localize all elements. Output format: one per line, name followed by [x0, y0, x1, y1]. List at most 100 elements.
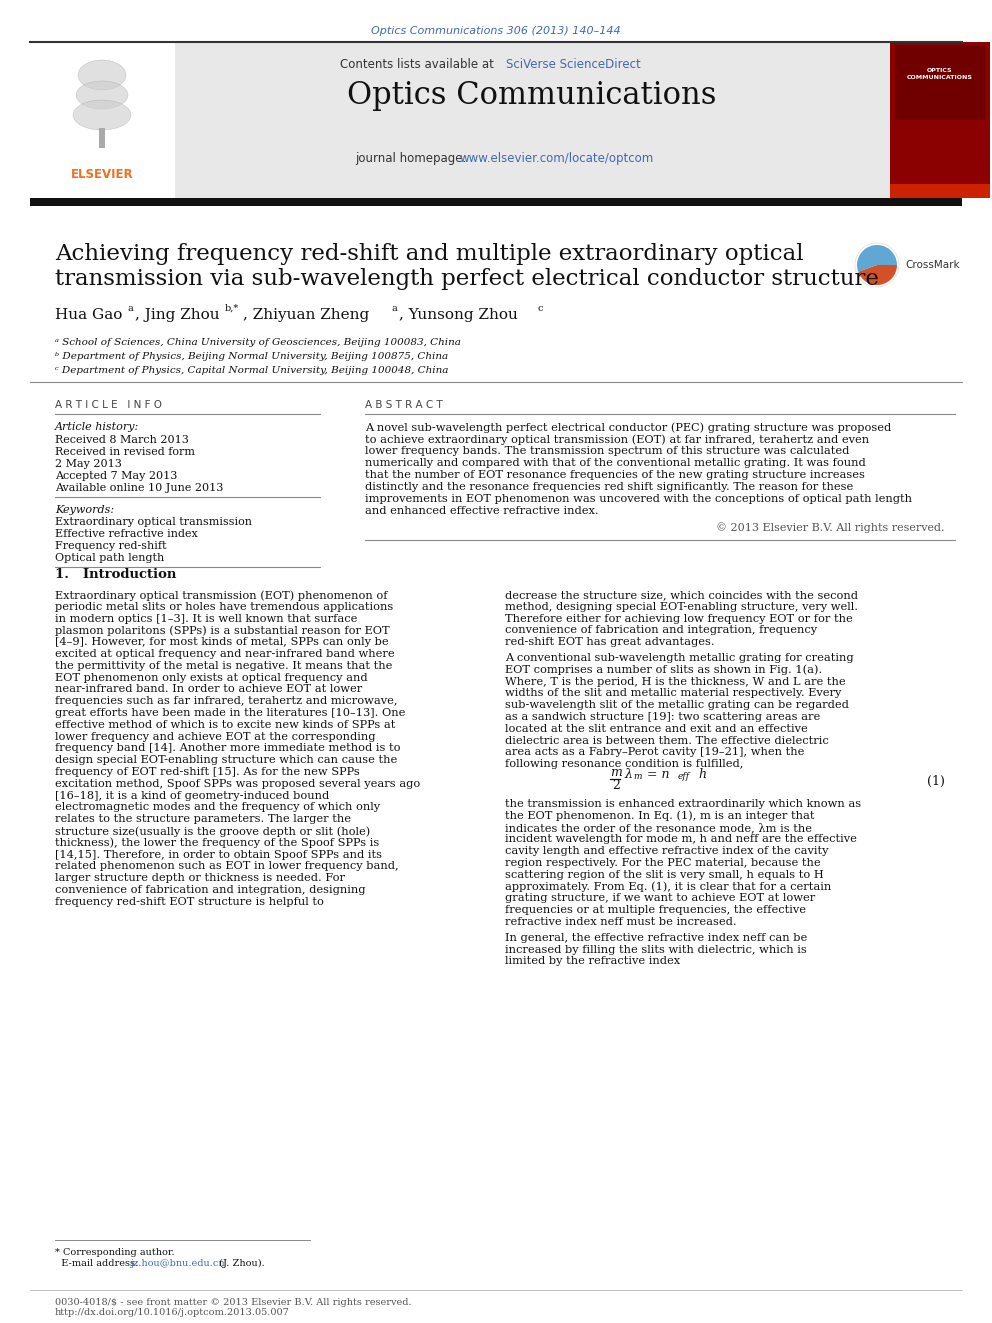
- Text: c: c: [537, 304, 543, 314]
- Text: A B S T R A C T: A B S T R A C T: [365, 400, 442, 410]
- Text: Optics Communications 306 (2013) 140–144: Optics Communications 306 (2013) 140–144: [371, 26, 621, 36]
- Text: in modern optics [1–3]. It is well known that surface: in modern optics [1–3]. It is well known…: [55, 614, 357, 623]
- Text: Article history:: Article history:: [55, 422, 139, 433]
- Text: great efforts have been made in the literatures [10–13]. One: great efforts have been made in the lite…: [55, 708, 406, 718]
- Text: h: h: [698, 769, 706, 782]
- Text: [16–18], it is a kind of geometry-induced bound: [16–18], it is a kind of geometry-induce…: [55, 791, 329, 800]
- Text: λ: λ: [624, 769, 632, 782]
- Text: (J. Zhou).: (J. Zhou).: [216, 1259, 265, 1269]
- Text: Accepted 7 May 2013: Accepted 7 May 2013: [55, 471, 178, 482]
- Text: refractive index neff must be increased.: refractive index neff must be increased.: [505, 917, 737, 927]
- Text: * Corresponding author.: * Corresponding author.: [55, 1248, 175, 1257]
- Text: structure size(usually is the groove depth or slit (hole): structure size(usually is the groove dep…: [55, 826, 370, 836]
- Text: Therefore either for achieving low frequency EOT or for the: Therefore either for achieving low frequ…: [505, 614, 853, 623]
- Text: Optical path length: Optical path length: [55, 553, 165, 564]
- Text: convenience of fabrication and integration, frequency: convenience of fabrication and integrati…: [505, 626, 817, 635]
- Text: Available online 10 June 2013: Available online 10 June 2013: [55, 483, 223, 493]
- Text: scattering region of the slit is very small, h equals to H: scattering region of the slit is very sm…: [505, 869, 823, 880]
- Text: decrease the structure size, which coincides with the second: decrease the structure size, which coinc…: [505, 590, 858, 601]
- Text: Keywords:: Keywords:: [55, 505, 114, 515]
- Bar: [30, 198, 962, 206]
- Text: sub-wavelength slit of the metallic grating can be regarded: sub-wavelength slit of the metallic grat…: [505, 700, 849, 710]
- Text: as a sandwich structure [19]: two scattering areas are: as a sandwich structure [19]: two scatte…: [505, 712, 820, 722]
- Text: http://dx.doi.org/10.1016/j.optcom.2013.05.007: http://dx.doi.org/10.1016/j.optcom.2013.…: [55, 1308, 290, 1316]
- Text: plasmon polaritons (SPPs) is a substantial reason for EOT: plasmon polaritons (SPPs) is a substanti…: [55, 626, 390, 636]
- Text: larger structure depth or thickness is needed. For: larger structure depth or thickness is n…: [55, 873, 345, 884]
- Text: frequency red-shift EOT structure is helpful to: frequency red-shift EOT structure is hel…: [55, 897, 323, 906]
- Text: a: a: [127, 304, 133, 314]
- Text: grating structure, if we want to achieve EOT at lower: grating structure, if we want to achieve…: [505, 893, 815, 904]
- Text: area acts as a Fabry–Perot cavity [19–21], when the: area acts as a Fabry–Perot cavity [19–21…: [505, 747, 805, 757]
- Text: following resonance condition is fulfilled,: following resonance condition is fulfill…: [505, 759, 743, 769]
- Text: the EOT phenomenon. In Eq. (1), m is an integer that: the EOT phenomenon. In Eq. (1), m is an …: [505, 811, 814, 822]
- Text: excitation method, Spoof SPPs was proposed several years ago: excitation method, Spoof SPPs was propos…: [55, 779, 421, 789]
- Text: lower frequency bands. The transmission spectrum of this structure was calculate: lower frequency bands. The transmission …: [365, 446, 849, 456]
- Ellipse shape: [78, 60, 126, 90]
- Text: SciVerse ScienceDirect: SciVerse ScienceDirect: [506, 58, 641, 71]
- Bar: [895, 45, 985, 120]
- Text: b,*: b,*: [225, 304, 239, 314]
- Text: , Jing Zhou: , Jing Zhou: [135, 308, 219, 321]
- Bar: [30, 42, 175, 200]
- Ellipse shape: [73, 101, 131, 130]
- Text: lower frequency and achieve EOT at the corresponding: lower frequency and achieve EOT at the c…: [55, 732, 376, 742]
- Text: the permittivity of the metal is negative. It means that the: the permittivity of the metal is negativ…: [55, 660, 393, 671]
- Text: 2 May 2013: 2 May 2013: [55, 459, 122, 468]
- Text: method, designing special EOT-enabling structure, very well.: method, designing special EOT-enabling s…: [505, 602, 858, 611]
- Bar: [99, 128, 105, 148]
- Text: , Yunsong Zhou: , Yunsong Zhou: [399, 308, 518, 321]
- Text: limited by the refractive index: limited by the refractive index: [505, 957, 681, 966]
- Text: effective method of which is to excite new kinds of SPPs at: effective method of which is to excite n…: [55, 720, 396, 730]
- Wedge shape: [857, 245, 897, 271]
- Text: excited at optical frequency and near-infrared band where: excited at optical frequency and near-in…: [55, 650, 395, 659]
- Text: frequencies such as far infrared, terahertz and microwave,: frequencies such as far infrared, terahe…: [55, 696, 398, 706]
- Text: region respectively. For the PEC material, because the: region respectively. For the PEC materia…: [505, 859, 820, 868]
- Text: 1.   Introduction: 1. Introduction: [55, 568, 177, 581]
- Text: E-mail address:: E-mail address:: [55, 1259, 142, 1267]
- Text: incident wavelength for mode m, h and neff are the effective: incident wavelength for mode m, h and ne…: [505, 835, 857, 844]
- Text: cavity length and effective refractive index of the cavity: cavity length and effective refractive i…: [505, 847, 828, 856]
- Text: dielectric area is between them. The effective dielectric: dielectric area is between them. The eff…: [505, 736, 828, 746]
- Text: , Zhiyuan Zheng: , Zhiyuan Zheng: [243, 308, 369, 321]
- Text: improvements in EOT phenomenon was uncovered with the conceptions of optical pat: improvements in EOT phenomenon was uncov…: [365, 493, 912, 504]
- Text: A conventional sub-wavelength metallic grating for creating: A conventional sub-wavelength metallic g…: [505, 654, 854, 663]
- Text: and enhanced effective refractive index.: and enhanced effective refractive index.: [365, 505, 598, 516]
- Bar: [890, 184, 990, 198]
- Text: frequency band [14]. Another more immediate method is to: frequency band [14]. Another more immedi…: [55, 744, 401, 753]
- Text: numerically and compared with that of the conventional metallic grating. It was : numerically and compared with that of th…: [365, 458, 866, 468]
- Text: Extraordinary optical transmission: Extraordinary optical transmission: [55, 517, 252, 527]
- Text: 0030-4018/$ - see front matter © 2013 Elsevier B.V. All rights reserved.: 0030-4018/$ - see front matter © 2013 El…: [55, 1298, 412, 1307]
- Text: Received 8 March 2013: Received 8 March 2013: [55, 435, 188, 445]
- Text: frequency of EOT red-shift [15]. As for the new SPPs: frequency of EOT red-shift [15]. As for …: [55, 767, 360, 777]
- Text: Extraordinary optical transmission (EOT) phenomenon of: Extraordinary optical transmission (EOT)…: [55, 590, 388, 601]
- Text: In general, the effective refractive index neff can be: In general, the effective refractive ind…: [505, 933, 807, 943]
- Text: [14,15]. Therefore, in order to obtain Spoof SPPs and its: [14,15]. Therefore, in order to obtain S…: [55, 849, 382, 860]
- Text: ᵇ Department of Physics, Beijing Normal University, Beijing 100875, China: ᵇ Department of Physics, Beijing Normal …: [55, 352, 448, 361]
- Text: approximately. From Eq. (1), it is clear that for a certain: approximately. From Eq. (1), it is clear…: [505, 881, 831, 892]
- Text: EOT phenomenon only exists at optical frequency and: EOT phenomenon only exists at optical fr…: [55, 672, 368, 683]
- Text: to achieve extraordinary optical transmission (EOT) at far infrared, terahertz a: to achieve extraordinary optical transmi…: [365, 434, 869, 445]
- Text: that the number of EOT resonance frequencies of the new grating structure increa: that the number of EOT resonance frequen…: [365, 470, 865, 480]
- Text: ᶜ Department of Physics, Capital Normal University, Beijing 100048, China: ᶜ Department of Physics, Capital Normal …: [55, 366, 448, 374]
- Text: www.elsevier.com/locate/optcom: www.elsevier.com/locate/optcom: [460, 152, 655, 165]
- Text: 2: 2: [612, 779, 620, 792]
- Text: Effective refractive index: Effective refractive index: [55, 529, 197, 538]
- Text: thickness), the lower the frequency of the Spoof SPPs is: thickness), the lower the frequency of t…: [55, 837, 379, 848]
- Wedge shape: [858, 265, 897, 284]
- Text: widths of the slit and metallic material respectively. Every: widths of the slit and metallic material…: [505, 688, 841, 699]
- Text: Contents lists available at: Contents lists available at: [340, 58, 498, 71]
- Text: convenience of fabrication and integration, designing: convenience of fabrication and integrati…: [55, 885, 365, 894]
- Bar: [175, 42, 890, 200]
- Text: near-infrared band. In order to achieve EOT at lower: near-infrared band. In order to achieve …: [55, 684, 362, 695]
- Text: Where, T is the period, H is the thickness, W and L are the: Where, T is the period, H is the thickne…: [505, 676, 845, 687]
- Text: design special EOT-enabling structure which can cause the: design special EOT-enabling structure wh…: [55, 755, 397, 765]
- Text: A R T I C L E   I N F O: A R T I C L E I N F O: [55, 400, 162, 410]
- Text: OPTICS
COMMUNICATIONS: OPTICS COMMUNICATIONS: [907, 67, 973, 79]
- Text: periodic metal slits or holes have tremendous applications: periodic metal slits or holes have treme…: [55, 602, 393, 611]
- Text: electromagnetic modes and the frequency of which only: electromagnetic modes and the frequency …: [55, 803, 380, 812]
- Text: [4–9]. However, for most kinds of metal, SPPs can only be: [4–9]. However, for most kinds of metal,…: [55, 638, 389, 647]
- Text: m: m: [610, 766, 622, 779]
- Text: = n: = n: [643, 769, 670, 782]
- Text: transmission via sub-wavelength perfect electrical conductor structure: transmission via sub-wavelength perfect …: [55, 269, 879, 290]
- Text: Received in revised form: Received in revised form: [55, 447, 195, 456]
